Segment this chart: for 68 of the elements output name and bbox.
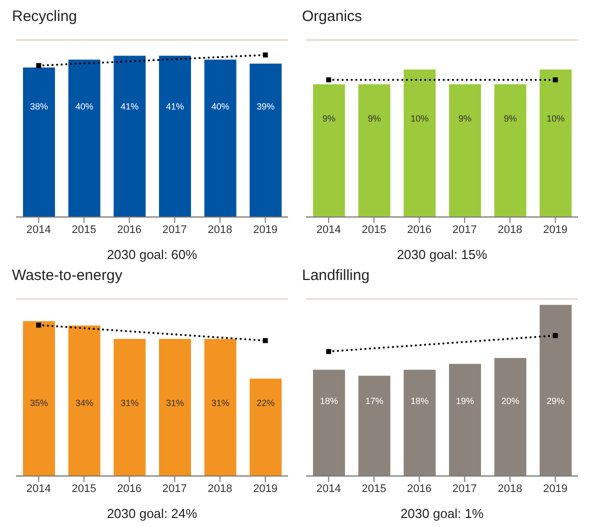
x-tick-label: 2016 (117, 482, 142, 495)
data-label: 18% (410, 396, 429, 406)
x-axis-title: 2030 goal: 1% (400, 506, 484, 521)
data-label: 31% (211, 398, 230, 408)
data-label: 29% (546, 396, 565, 406)
data-label: 17% (365, 396, 384, 406)
chart-title: Recycling (11, 8, 78, 27)
data-label: 41% (120, 101, 139, 112)
data-label: 19% (456, 396, 474, 406)
x-tick-label: 2018 (498, 224, 522, 236)
x-tick-label: 2018 (498, 482, 522, 495)
bar (358, 376, 390, 476)
x-tick-label: 2014 (316, 482, 341, 495)
bar (250, 378, 282, 476)
x-tick-label: 2017 (452, 224, 477, 236)
data-label: 9% (322, 113, 336, 124)
data-label: 9% (368, 113, 381, 124)
x-tick-label: 2019 (543, 482, 568, 495)
x-tick-label: 2014 (316, 224, 341, 236)
bar (114, 338, 146, 476)
x-axis-title: 2030 goal: 15% (396, 247, 488, 262)
x-tick-label: 2016 (117, 224, 142, 236)
x-tick-label: 2015 (362, 482, 386, 495)
chart-title: Landfilling (301, 267, 371, 286)
x-tick-label: 2015 (362, 224, 386, 236)
x-tick-label: 2015 (72, 224, 96, 236)
data-label: 38% (30, 101, 48, 112)
bar (404, 370, 436, 476)
x-tick-label: 2015 (72, 482, 96, 495)
x-tick-label: 2018 (208, 482, 232, 495)
x-tick-label: 2014 (26, 482, 51, 495)
data-label: 9% (504, 113, 517, 124)
x-axis-title: 2030 goal: 24% (106, 506, 198, 521)
data-label: 41% (166, 101, 184, 112)
data-label: 10% (546, 113, 565, 124)
data-label: 9% (458, 113, 472, 124)
bar (68, 326, 100, 476)
data-label: 22% (256, 398, 275, 408)
bar (159, 338, 191, 476)
bar (204, 338, 236, 476)
x-tick-label: 2016 (407, 482, 432, 495)
data-label: 39% (256, 101, 275, 112)
data-label: 10% (410, 113, 429, 124)
x-axis-title: 2030 goal: 60% (106, 247, 198, 262)
x-tick-label: 2018 (208, 224, 232, 236)
data-label: 40% (75, 101, 94, 112)
bar (449, 364, 481, 476)
data-label: 31% (120, 398, 139, 408)
bar (313, 370, 345, 476)
bar (540, 304, 572, 476)
x-tick-label: 2019 (253, 224, 278, 236)
data-label: 20% (501, 396, 520, 406)
bar (23, 321, 55, 476)
x-tick-label: 2017 (452, 482, 477, 495)
chart-title: Waste-to-energy (11, 267, 124, 286)
x-tick-label: 2014 (26, 224, 51, 236)
x-tick-label: 2019 (253, 482, 278, 495)
x-tick-label: 2017 (162, 224, 187, 236)
bar (494, 358, 526, 476)
x-tick-label: 2019 (543, 224, 568, 236)
x-tick-label: 2017 (162, 482, 187, 495)
x-tick-label: 2016 (407, 224, 432, 236)
data-label: 34% (75, 398, 94, 408)
data-label: 18% (320, 396, 338, 406)
data-label: 31% (166, 398, 184, 408)
data-label: 35% (30, 398, 48, 408)
chart-title: Organics (301, 8, 364, 27)
data-label: 40% (211, 101, 230, 112)
